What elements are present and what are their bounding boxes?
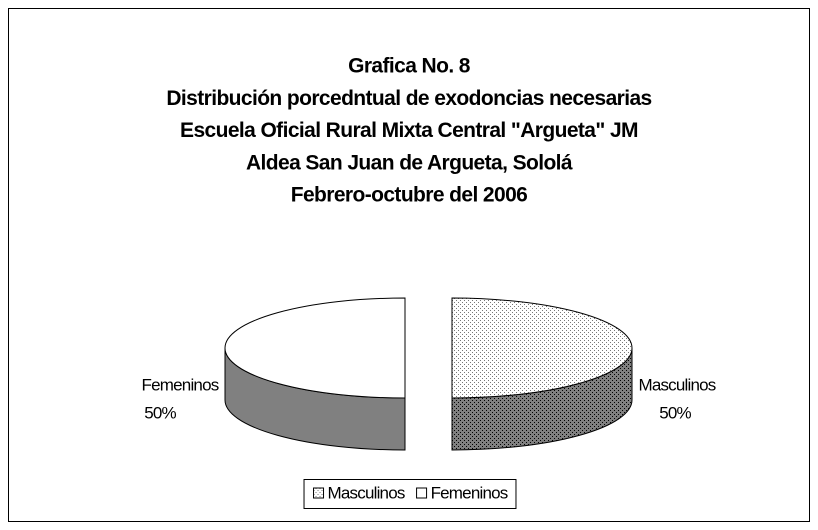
chart-frame <box>8 8 810 522</box>
legend-swatch <box>313 487 325 499</box>
slice-value-label: 50% <box>144 403 176 422</box>
slice-top <box>224 297 406 399</box>
slice-value-label: 50% <box>659 403 691 422</box>
legend-swatch <box>416 487 428 499</box>
legend: Masculinos Femeninos <box>303 479 517 509</box>
slice <box>451 297 633 451</box>
chart-title-line: Distribución porcedntual de exodoncias n… <box>166 87 651 110</box>
legend-label: Femeninos <box>431 483 508 502</box>
slice-label: Masculinos <box>638 375 715 394</box>
slice <box>224 297 406 451</box>
chart-title-line: Escuela Oficial Rural Mixta Central "Arg… <box>180 119 638 142</box>
title-group: Grafica No. 8 Distribución porcedntual de… <box>166 55 652 207</box>
slice-label: Femeninos <box>142 375 219 394</box>
legend-label: Masculinos <box>328 483 405 502</box>
chart-title-line: Grafica No. 8 <box>348 55 471 78</box>
legend-box <box>303 479 517 509</box>
chart-title-line: Febrero-octubre del 2006 <box>291 184 528 207</box>
slice-top <box>451 297 633 399</box>
chart-title-line: Aldea San Juan de Argueta, Sololá <box>246 151 573 174</box>
pie: Masculinos 50% Femeninos 50% <box>142 297 717 451</box>
